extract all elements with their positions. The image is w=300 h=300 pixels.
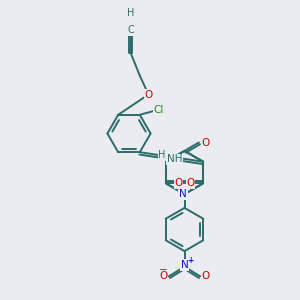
Text: Cl: Cl — [154, 105, 164, 115]
Text: O: O — [159, 271, 168, 281]
Text: +: + — [188, 256, 194, 265]
Text: O: O — [144, 89, 153, 100]
Text: O: O — [201, 271, 210, 281]
Text: H: H — [158, 151, 166, 160]
Text: O: O — [175, 178, 183, 188]
Text: N: N — [179, 189, 187, 199]
Text: −: − — [159, 265, 168, 275]
Text: N: N — [181, 260, 188, 270]
Text: NH: NH — [167, 154, 182, 164]
Text: O: O — [186, 178, 194, 188]
Text: C: C — [127, 25, 134, 35]
Text: O: O — [201, 137, 210, 148]
Text: H: H — [127, 8, 134, 19]
